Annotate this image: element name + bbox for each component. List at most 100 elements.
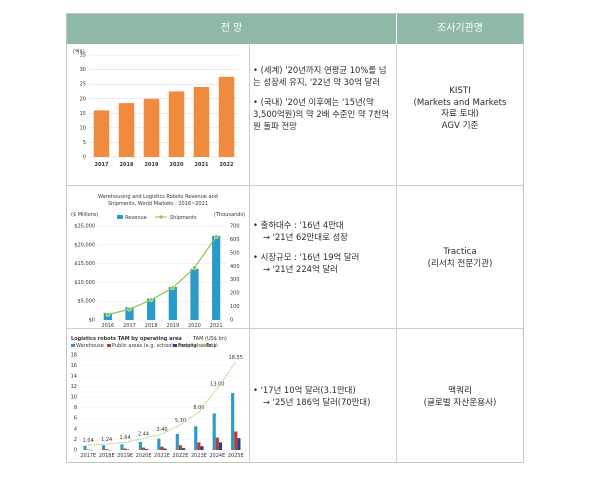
y-tick-label: 20 bbox=[80, 96, 86, 102]
source-line: KISTI bbox=[449, 86, 471, 96]
bar bbox=[168, 91, 185, 157]
bullet-text: 시장규모 : '16년 19억 달러 bbox=[260, 252, 360, 262]
bar-public bbox=[105, 449, 109, 450]
legend-swatch bbox=[173, 344, 177, 347]
bar-warehouse bbox=[101, 445, 106, 450]
y-axis-right-label: (Thousands) bbox=[214, 212, 245, 218]
x-tick-label: 2018 bbox=[145, 323, 158, 328]
point-shipments bbox=[105, 312, 111, 317]
header-forecast: 전 망 bbox=[220, 23, 243, 34]
bar-parking bbox=[237, 438, 241, 450]
data-label: 3.40 bbox=[156, 427, 167, 433]
row1-source: KISTI (Markets and Markets 자료 토대) AGV 기준 bbox=[397, 86, 523, 132]
bar-warehouse bbox=[231, 393, 235, 450]
chart-subtitle: Shipments, World Markets : 2016~2021 bbox=[108, 201, 208, 207]
x-tick-label: 2024E bbox=[209, 453, 225, 459]
bar-warehouse bbox=[138, 441, 142, 450]
legend-shipments: Shipments bbox=[170, 215, 197, 221]
legend-label: Public areas (e.g. schools, hospitals, e… bbox=[112, 343, 215, 349]
legend-marker-shipments bbox=[159, 215, 163, 219]
x-tick-label: 2019 bbox=[166, 323, 179, 328]
source-line: AGV 기준 bbox=[441, 120, 479, 131]
point-shipments bbox=[213, 234, 219, 239]
chart-agv-market: (억$)35 30 25 20 15 10 5 0 2017 2018 2019 2020 2021 20… bbox=[67, 45, 249, 185]
bullet-text: '17년 10억 달러(3.1만대) bbox=[260, 385, 356, 395]
bar-warehouse bbox=[212, 413, 216, 450]
chart-title: Warehousing and Logistics Robots Revenue… bbox=[98, 194, 218, 200]
y-tick-label: 5 bbox=[83, 140, 86, 146]
bullet-2017: • '17년 10억 달러(3.1만대) bbox=[253, 385, 356, 395]
x-tick-label: 2022 bbox=[220, 162, 234, 168]
x-tick-label: 2017 bbox=[123, 323, 136, 328]
x-tick-label: 2020E bbox=[136, 453, 152, 459]
y-right-tick-label: 400 bbox=[230, 264, 240, 270]
bullet-shipments: • 출하대수 : '16년 4만대 bbox=[253, 220, 344, 230]
bar-public bbox=[234, 431, 238, 450]
y-tick-label: 15 bbox=[80, 111, 86, 117]
row3-source: 맥쿼리 (글로벌 자산운용사) bbox=[397, 386, 523, 409]
data-label: 1.04 bbox=[83, 438, 94, 444]
y-right-tick-label: 600 bbox=[230, 237, 240, 243]
bar-public bbox=[123, 448, 127, 450]
y-right-tick-label: 200 bbox=[230, 291, 240, 297]
data-label: 13.00 bbox=[210, 381, 224, 387]
y-right-tick-label: 100 bbox=[230, 304, 240, 310]
bar bbox=[193, 87, 210, 157]
y-axis-unit: (억$) bbox=[73, 48, 85, 55]
data-label: 2.44 bbox=[138, 431, 149, 437]
row1-bullets: • (세계) '20년까지 연평균 10%를 넘는 성장세 유지, '22년 약… bbox=[253, 64, 393, 140]
bullet-global: • (세계) '20년까지 연평균 10%를 넘는 성장세 유지, '22년 약… bbox=[253, 65, 387, 87]
bar-revenue bbox=[125, 307, 134, 320]
bar-public bbox=[141, 447, 146, 450]
y-tick-label: 2 bbox=[74, 437, 77, 443]
bar-parking bbox=[182, 448, 186, 450]
x-tick-label: 2021E bbox=[154, 453, 170, 459]
bar-parking bbox=[163, 448, 167, 450]
bar-revenue bbox=[190, 268, 199, 320]
x-tick-label: 2020 bbox=[170, 162, 184, 168]
y-left-tick-label: $20,000 bbox=[74, 242, 95, 248]
header-source: 조사기관명 bbox=[437, 23, 483, 34]
x-tick-label: 2019E bbox=[117, 453, 133, 459]
y-left-tick-label: $0 bbox=[89, 318, 95, 324]
data-label: 18.55 bbox=[229, 355, 243, 361]
table-header: 전 망 조사기관명 bbox=[67, 14, 523, 44]
bar bbox=[143, 98, 160, 157]
y-tick-label: 6 bbox=[74, 416, 77, 422]
y-axis-left-label: ($ Millions) bbox=[71, 212, 98, 218]
legend-swatch bbox=[71, 344, 75, 347]
chart-title: Logistics robots TAM by operating area bbox=[71, 336, 182, 342]
x-tick-label: 2017 bbox=[95, 162, 109, 168]
x-tick-label: 2019 bbox=[145, 162, 159, 168]
y-right-tick-label: 700 bbox=[230, 224, 240, 230]
y-right-tick-label: 500 bbox=[230, 250, 240, 256]
bar-public bbox=[178, 445, 183, 450]
x-tick-label: 2018E bbox=[99, 453, 115, 459]
y-tick-label: 14 bbox=[71, 374, 77, 380]
bar-public bbox=[160, 446, 164, 450]
bullet-sub: → '21년 224억 달러 bbox=[263, 264, 338, 274]
line-shipments bbox=[107, 236, 217, 316]
y-tick-label: 18 bbox=[71, 352, 77, 358]
y-tick-label: 35 bbox=[80, 53, 86, 59]
x-tick-label: 2022E bbox=[172, 453, 188, 459]
x-tick-label: 2016 bbox=[101, 323, 114, 328]
bullet-text: (국내) '20년 이후에는 '15년(약 3,500억원)의 약 2배 수준인… bbox=[253, 97, 389, 131]
bullet-text: (세계) '20년까지 연평균 10%를 넘는 성장세 유지, '22년 약 3… bbox=[253, 65, 387, 87]
bar-revenue bbox=[147, 298, 156, 320]
x-tick-label: 2025E bbox=[228, 453, 244, 459]
y-left-tick-label: $25,000 bbox=[74, 224, 95, 230]
legend-label: Warehouse bbox=[76, 343, 104, 349]
x-tick-label: 2020 bbox=[188, 323, 201, 328]
legend-revenue: Revenue bbox=[125, 215, 147, 221]
source-line: 자료 토대) bbox=[441, 109, 479, 119]
legend-swatch bbox=[107, 344, 111, 347]
row2-source: Tractica (리서치 전문기관) bbox=[397, 247, 523, 270]
y-tick-label: 0 bbox=[83, 155, 86, 161]
outlook-table: 전 망 조사기관명 (억$) 35 30 25 20 15 10 5 0 2017 2018 2019… bbox=[66, 13, 524, 463]
y-right-tick-label: 0 bbox=[230, 318, 233, 324]
y-tick-label: 10 bbox=[71, 395, 77, 401]
point-shipments bbox=[192, 265, 197, 270]
bullet-domestic: • (국내) '20년 이후에는 '15년(약 3,500억원)의 약 2배 수… bbox=[253, 97, 389, 131]
bullet-sub: → '25년 186억 달러(70만대) bbox=[263, 397, 371, 407]
